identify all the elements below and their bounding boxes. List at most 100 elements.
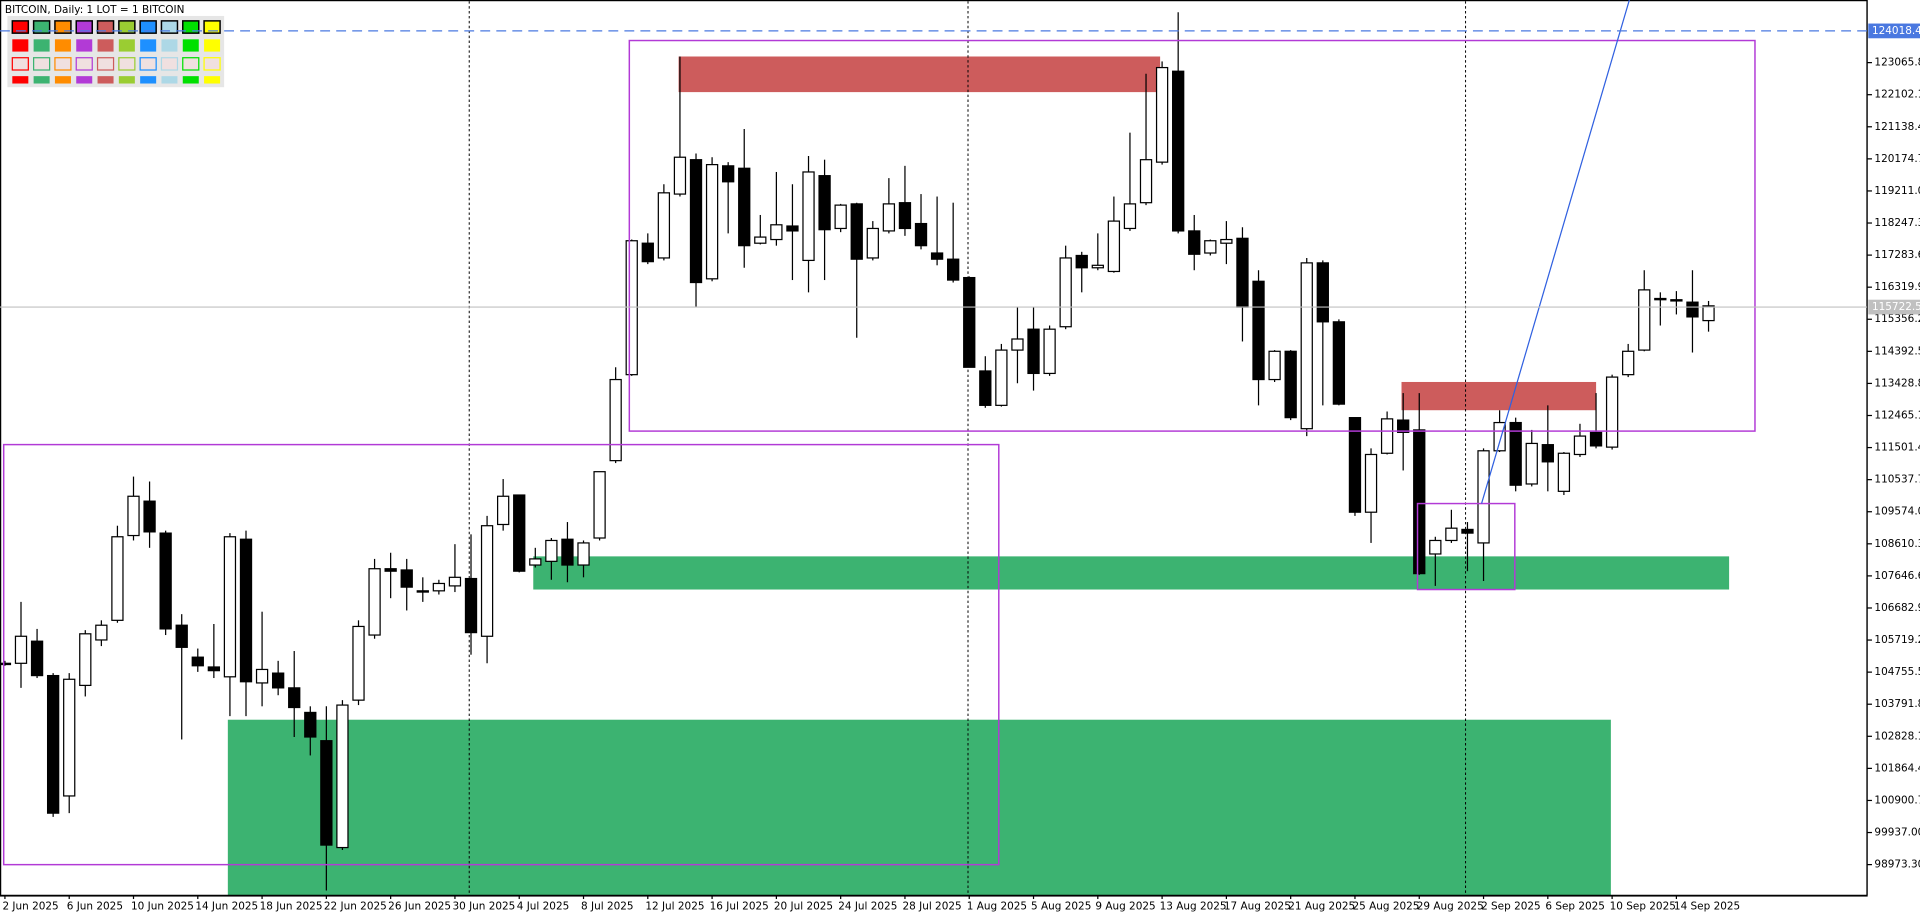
candle-body <box>1557 452 1571 492</box>
candle-body <box>207 666 221 672</box>
candle-body <box>223 536 237 678</box>
x-tick-label: 2 Sep 2025 <box>1481 900 1541 912</box>
palette-swatch <box>54 39 71 52</box>
y-tick-label: 108610.30 <box>1874 538 1920 550</box>
palette-swatch <box>96 20 115 34</box>
supply-zone <box>1401 381 1597 411</box>
x-tick-label: 28 Jul 2025 <box>902 900 961 912</box>
palette-swatch <box>11 57 29 71</box>
palette-swatch <box>182 76 199 84</box>
palette-swatch <box>182 20 200 34</box>
candle-body <box>400 569 413 588</box>
candle-body <box>384 568 397 572</box>
y-tick-label: 115356.20 <box>1874 313 1920 325</box>
candle-body <box>1573 435 1587 456</box>
candle-body <box>14 635 28 664</box>
candle-body <box>159 532 172 630</box>
candle-body <box>834 204 847 230</box>
supply-zone <box>678 56 1161 93</box>
price-tag <box>1868 23 1920 39</box>
candle-body <box>320 740 333 846</box>
candle-body <box>641 242 654 263</box>
x-tick-label: 16 Jul 2025 <box>710 900 769 912</box>
palette-swatch <box>54 20 72 34</box>
x-tick-label: 22 Jun 2025 <box>324 900 387 912</box>
y-tick-label: 117283.60 <box>1874 249 1920 261</box>
x-tick-label: 24 Jul 2025 <box>838 900 897 912</box>
candle-body <box>1686 301 1699 318</box>
candle-body <box>1123 203 1137 230</box>
candle-body <box>288 687 301 709</box>
candle-body <box>1139 159 1153 204</box>
x-tick-label: 26 Jun 2025 <box>388 900 451 912</box>
candle-body <box>496 495 510 526</box>
candle-body <box>1525 442 1538 485</box>
candle-body <box>529 558 542 566</box>
candle-body <box>673 156 687 195</box>
candle-body <box>1605 376 1619 448</box>
candle-body <box>1236 237 1249 308</box>
y-tick-label: 120174.70 <box>1874 153 1920 165</box>
palette-swatch <box>204 39 221 52</box>
y-tick-label: 119211.00 <box>1874 185 1920 197</box>
palette-swatch <box>160 20 179 34</box>
palette-swatch <box>76 76 93 84</box>
candle-body <box>304 711 317 738</box>
candle-body <box>947 258 960 281</box>
y-tick-label: 106682.90 <box>1874 602 1920 614</box>
x-tick-label: 29 Aug 2025 <box>1417 900 1484 912</box>
price-tag-label: 124018.46 <box>1872 25 1920 37</box>
candle-body <box>1638 289 1651 351</box>
candle-body <box>448 576 462 587</box>
candle-body <box>1220 238 1233 244</box>
candle-body <box>930 252 944 260</box>
x-tick-label: 6 Sep 2025 <box>1545 900 1605 912</box>
candle-body <box>1107 220 1121 273</box>
candle-body <box>1204 240 1217 254</box>
candle-body <box>368 568 381 636</box>
y-tick-label: 111501.40 <box>1874 442 1920 454</box>
palette-swatch <box>161 39 178 52</box>
candle-body <box>1043 328 1056 375</box>
candle-body <box>705 163 719 280</box>
candle-body <box>143 500 156 533</box>
palette-swatch <box>118 57 136 71</box>
candle-body <box>914 222 928 247</box>
candle-body <box>1541 444 1554 463</box>
candle-body <box>1268 350 1281 381</box>
trend-line <box>1480 0 1630 504</box>
candle-body <box>1445 527 1458 542</box>
y-tick-label: 100900.70 <box>1874 794 1920 806</box>
candle-body <box>1027 328 1040 375</box>
candle-body <box>63 678 76 797</box>
price-tag-label: 115722.51 <box>1872 301 1920 313</box>
palette-swatch <box>32 20 51 34</box>
palette-swatch <box>140 39 157 52</box>
candle-body <box>866 227 879 259</box>
y-tick-label: 113428.80 <box>1874 377 1920 389</box>
palette-swatch <box>118 76 135 84</box>
candle-body <box>1059 257 1072 328</box>
candle-body <box>46 674 60 814</box>
x-tick-label: 10 Sep 2025 <box>1610 900 1676 912</box>
candle-body <box>1509 421 1522 486</box>
candle-body <box>1702 305 1715 322</box>
candle-body <box>111 536 124 621</box>
candle-body <box>1397 419 1410 433</box>
candle-body <box>979 370 992 406</box>
palette-swatch <box>182 57 200 71</box>
candle-body <box>1252 280 1265 381</box>
y-tick-label: 121138.40 <box>1874 121 1920 133</box>
candle-body <box>1413 429 1426 575</box>
y-tick-label: 110537.70 <box>1874 474 1920 486</box>
candle-body <box>770 224 783 241</box>
candle-body <box>480 525 494 637</box>
y-tick-label: 98973.30 <box>1874 859 1920 871</box>
y-tick-label: 114392.50 <box>1874 345 1920 357</box>
y-tick-label: 104755.50 <box>1874 666 1920 678</box>
candle-body <box>545 539 558 562</box>
palette-swatch <box>12 39 29 52</box>
candle-body <box>577 542 590 566</box>
